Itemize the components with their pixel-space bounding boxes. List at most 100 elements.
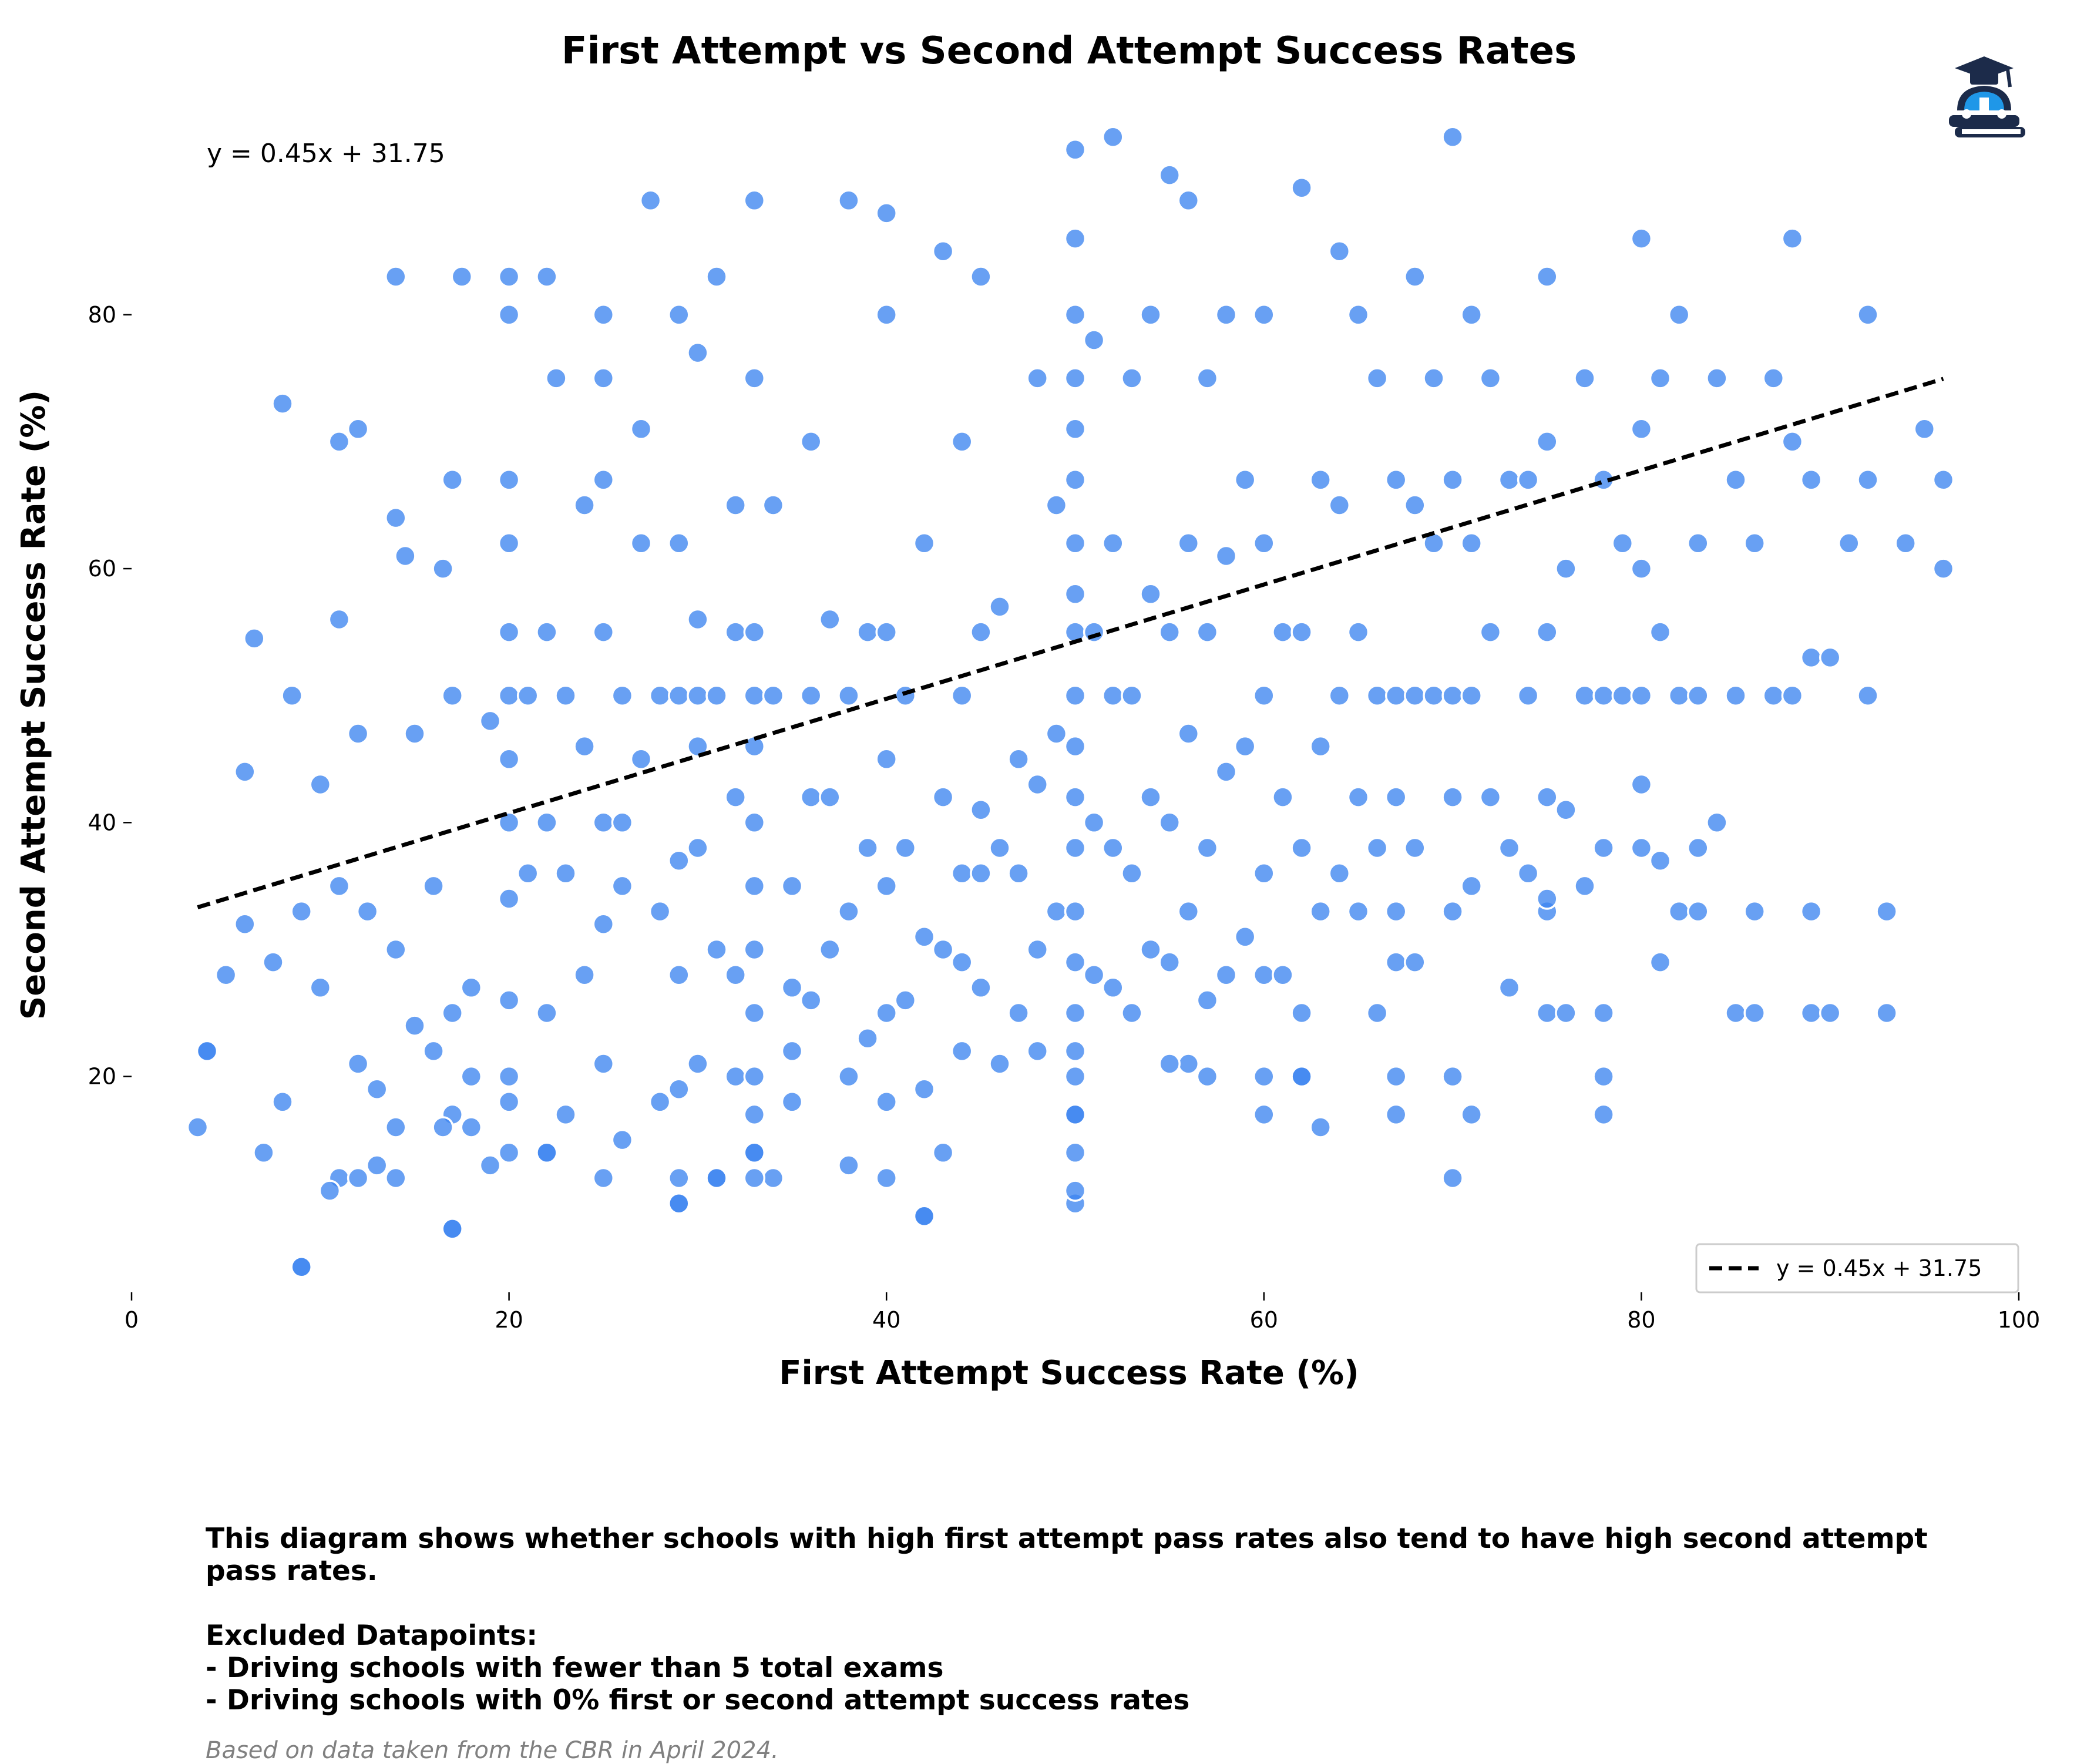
- scatter-point: [441, 1218, 463, 1240]
- scatter-point: [799, 431, 822, 453]
- scatter-point: [1875, 1002, 1898, 1024]
- scatter-point: [318, 1180, 341, 1202]
- scatter-point: [498, 811, 520, 834]
- scatter-point: [1932, 557, 1955, 580]
- scatter-point: [1460, 532, 1483, 555]
- scatter-point: [536, 1002, 558, 1024]
- scatter-point: [290, 900, 312, 923]
- scatter-point: [687, 341, 709, 364]
- scatter-point: [781, 875, 804, 898]
- scatter-point: [950, 862, 973, 885]
- scatter-point: [1007, 748, 1030, 771]
- scatter-point: [743, 811, 766, 834]
- scatter-point: [856, 1027, 879, 1050]
- scatter-point: [1064, 532, 1087, 555]
- scatter-point: [1290, 1002, 1313, 1024]
- scatter-point: [838, 1154, 860, 1177]
- scatter-point: [1536, 1002, 1558, 1024]
- scatter-point: [705, 938, 728, 961]
- scatter-point: [592, 1053, 615, 1075]
- scatter-point: [404, 723, 426, 745]
- scatter-point: [385, 506, 407, 529]
- scatter-point: [856, 836, 879, 859]
- scatter-point: [1007, 862, 1030, 885]
- scatter-point: [1574, 684, 1596, 707]
- scatter-point: [1649, 621, 1672, 643]
- scatter-point: [1290, 1065, 1313, 1088]
- scatter-point: [1384, 900, 1407, 923]
- scatter-point: [875, 304, 898, 326]
- scatter-point: [451, 266, 473, 288]
- scatter-point: [1687, 900, 1709, 923]
- scatter-point: [347, 418, 369, 441]
- scatter-point: [1611, 684, 1634, 707]
- legend: y = 0.45x + 31.75: [1695, 1243, 2019, 1293]
- scatter-point: [422, 875, 445, 898]
- scatter-point: [1102, 836, 1124, 859]
- scatter-point: [1121, 684, 1143, 707]
- scatter-point: [1328, 240, 1351, 263]
- scatter-point: [441, 1002, 463, 1024]
- scatter-point: [950, 431, 973, 453]
- source-note: Based on data taken from the CBR in Apri…: [206, 1737, 779, 1764]
- scatter-point: [1233, 926, 1256, 948]
- scatter-point: [970, 976, 992, 999]
- scatter-point: [498, 1065, 520, 1088]
- scatter-point: [1423, 684, 1445, 707]
- scatter-point: [1064, 304, 1087, 326]
- scatter-point: [1630, 418, 1653, 441]
- scatter-point: [1743, 532, 1766, 555]
- scatter-point: [1479, 367, 1502, 389]
- scatter-point: [1309, 900, 1332, 923]
- scatter-point: [1366, 367, 1389, 389]
- scatter-point: [1384, 1103, 1407, 1126]
- scatter-point: [1083, 329, 1105, 351]
- scatter-point: [1630, 836, 1653, 859]
- scatter-point: [1668, 900, 1690, 923]
- scatter-point: [932, 1141, 954, 1164]
- scatter-point: [1743, 1002, 1766, 1024]
- scatter-point: [1725, 684, 1747, 707]
- scatter-point: [1555, 557, 1577, 580]
- scatter-point: [554, 684, 577, 707]
- scatter-point: [1630, 227, 1653, 250]
- scatter-point: [498, 304, 520, 326]
- scatter-point: [1536, 621, 1558, 643]
- scatter-point: [1404, 836, 1426, 859]
- scatter-point: [1706, 367, 1728, 389]
- scatter-point: [819, 608, 841, 631]
- scatter-point: [668, 1078, 690, 1100]
- scatter-point: [819, 786, 841, 808]
- scatter-point: [932, 938, 954, 961]
- scatter-point: [1196, 621, 1219, 643]
- scatter-point: [253, 1141, 275, 1164]
- scatter-point: [1102, 976, 1124, 999]
- scatter-point: [1064, 1002, 1087, 1024]
- scatter-point: [1404, 951, 1426, 973]
- scatter-point: [1290, 836, 1313, 859]
- scatter-point: [950, 1040, 973, 1063]
- scatter-point: [385, 266, 407, 288]
- scatter-point: [1800, 900, 1823, 923]
- scatter-point: [1309, 735, 1332, 758]
- scatter-point: [1177, 1053, 1200, 1075]
- x-tick-label: 80: [1627, 1307, 1655, 1333]
- scatter-point: [1536, 266, 1558, 288]
- scatter-point: [1253, 862, 1275, 885]
- scatter-point: [1026, 938, 1048, 961]
- scatter-point: [460, 976, 483, 999]
- scatter-point: [630, 532, 653, 555]
- scatter-point: [668, 849, 690, 872]
- scatter-point: [573, 963, 596, 986]
- scatter-point: [1762, 367, 1785, 389]
- scatter-point: [1384, 786, 1407, 808]
- scatter-point: [1441, 684, 1464, 707]
- x-axis: 0 20 40 60 80 100: [125, 1292, 2040, 1333]
- scatter-point: [819, 938, 841, 961]
- scatter-point: [1215, 761, 1238, 783]
- scatter-point: [498, 1141, 520, 1164]
- scatter-point: [1045, 900, 1068, 923]
- scatter-point: [1574, 367, 1596, 389]
- scatter-point: [1064, 227, 1087, 250]
